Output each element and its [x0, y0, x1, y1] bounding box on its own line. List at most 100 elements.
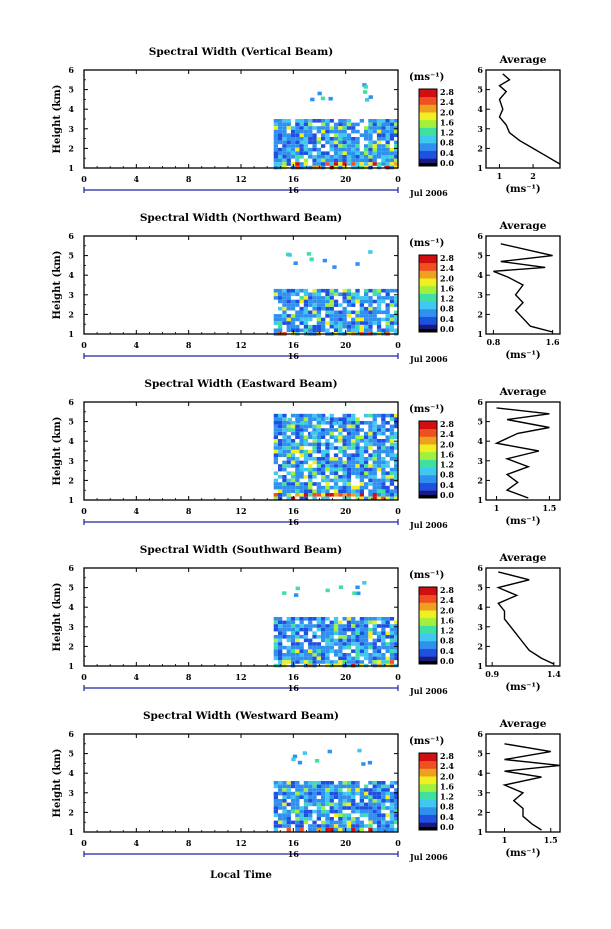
y-tick-label: 3 [68, 788, 74, 798]
heatmap-cell [316, 424, 321, 429]
heatmap-cell [273, 478, 278, 483]
heatmap-cell [303, 137, 309, 141]
heatmap-cell [346, 162, 352, 166]
heatmap-cell [286, 827, 291, 832]
heatmap-cell [381, 624, 386, 628]
x-tick-label: 16 [288, 340, 300, 350]
heatmap-cell [278, 424, 283, 429]
heatmap-cell [299, 314, 304, 318]
heatmap-cell [338, 137, 343, 141]
heatmap-cell [368, 820, 373, 825]
heatmap-cell [321, 475, 326, 479]
x-axis-label: Local Time [210, 870, 272, 881]
heatmap-cell [372, 129, 377, 134]
heatmap-cell [299, 317, 304, 322]
heatmap-cell [342, 631, 347, 635]
heatmap-cell [295, 419, 301, 423]
heatmap-cell [282, 413, 287, 418]
heatmap-cell [329, 446, 334, 450]
heatmap-cell [342, 162, 347, 166]
heatmap-cell [389, 799, 395, 803]
heatmap-cell [394, 645, 399, 650]
heatmap-cell [385, 635, 390, 639]
heatmap-cell [342, 151, 347, 155]
heatmap-cell [342, 317, 347, 322]
heatmap-cell [389, 328, 395, 333]
heatmap-cell [303, 806, 309, 810]
heatmap-cell [312, 624, 317, 628]
heatmap-cell [299, 820, 304, 825]
heatmap-cell [368, 653, 373, 657]
heatmap-cell [333, 493, 339, 497]
heatmap-cell [351, 122, 356, 127]
heatmap-cell [278, 439, 283, 443]
heatmap-cell [381, 137, 386, 141]
heatmap-cell [346, 493, 352, 497]
heatmap-cell [368, 642, 373, 646]
heatmap-cell [308, 627, 313, 632]
heatmap-cell [321, 435, 326, 439]
heatmap-cell [316, 642, 321, 646]
heatmap-cell [282, 155, 287, 159]
heatmap-cell [321, 303, 326, 307]
heatmap-cell [316, 656, 321, 661]
heatmap-cell [342, 795, 347, 799]
heatmap-cell [295, 119, 300, 123]
date-label: Jul 2006 [409, 354, 448, 364]
heatmap-cell [346, 781, 352, 785]
heatmap-cell [381, 485, 386, 490]
heatmap-cell [290, 314, 296, 318]
heatmap-cell [372, 442, 377, 447]
heatmap-cell [385, 446, 390, 450]
heatmap-cell [342, 781, 347, 785]
heatmap-cell [321, 126, 326, 130]
heatmap-cell [338, 417, 343, 421]
date-label: Jul 2006 [409, 188, 448, 198]
heatmap-cell [394, 133, 399, 137]
heatmap-cell [316, 784, 321, 789]
heatmap-cell [273, 140, 278, 145]
heatmap-cell [338, 585, 344, 589]
heatmap-cell [287, 253, 292, 257]
heatmap-cell [290, 781, 296, 785]
heatmap-cell [355, 496, 360, 501]
heatmap-cell [381, 467, 386, 472]
heatmap-cell [368, 656, 373, 661]
heatmap-cell [351, 431, 356, 436]
heatmap-cell [338, 784, 343, 789]
heatmap-cell [273, 446, 278, 450]
heatmap-cell [342, 475, 347, 479]
heatmap-cell [312, 137, 317, 141]
heatmap-cell [346, 460, 352, 465]
heatmap-cell [321, 485, 326, 490]
x-tick-label: 12 [235, 838, 246, 848]
heatmap-cell [308, 620, 313, 625]
colorbar-segment [419, 633, 437, 642]
colorbar-unit: (ms⁻¹) [409, 238, 444, 249]
heatmap-cell [342, 799, 347, 803]
heatmap-cell [372, 158, 377, 163]
heatmap-cell [368, 306, 373, 311]
heatmap-cell [316, 649, 321, 653]
heatmap-cell [351, 435, 356, 439]
heatmap-cell [273, 119, 278, 123]
heatmap-cell [308, 802, 313, 807]
heatmap-cell [273, 292, 278, 297]
heatmap-cell [303, 802, 309, 807]
heatmap-cell [273, 428, 278, 432]
heatmap-cell [329, 324, 334, 329]
y-tick-label: 6 [68, 729, 74, 739]
heatmap-cell [312, 467, 317, 472]
heatmap-cell [325, 442, 330, 447]
heatmap-cell [278, 799, 283, 803]
heatmap-cell [351, 317, 356, 322]
heatmap-cell [291, 757, 296, 762]
heatmap-cell [303, 649, 309, 653]
heatmap-cell [368, 631, 373, 635]
heatmap-cell [282, 809, 287, 814]
heatmap-cell [325, 827, 330, 832]
colorbar-segment [419, 444, 437, 453]
heatmap-cell [372, 795, 377, 799]
heatmap-cell [290, 317, 296, 322]
heatmap-cell [299, 328, 304, 333]
